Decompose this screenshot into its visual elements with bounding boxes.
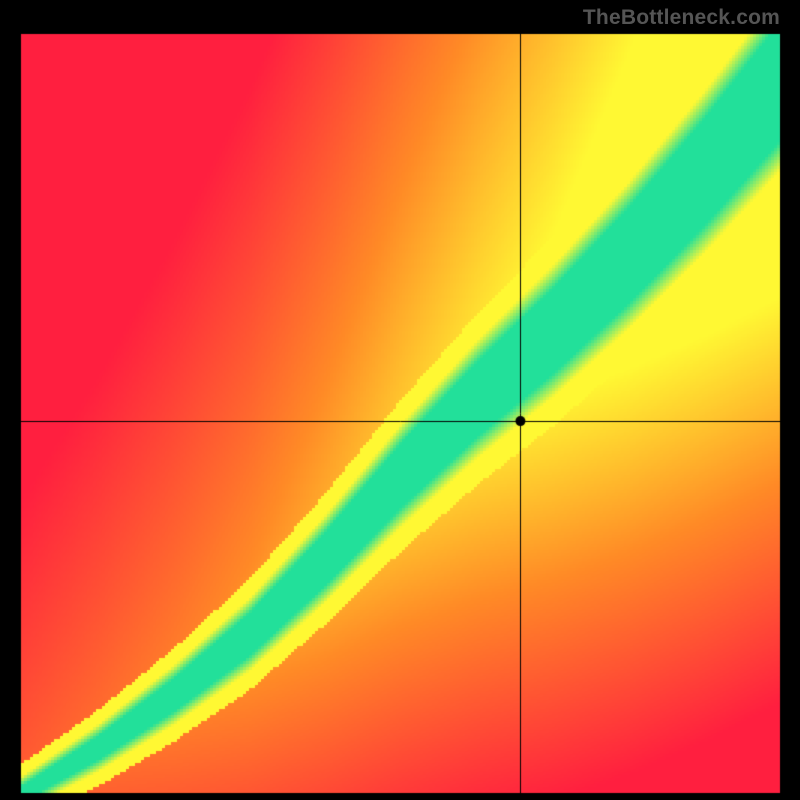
heatmap-canvas [0,0,800,800]
watermark-text: TheBottleneck.com [583,6,780,30]
chart-container: TheBottleneck.com [0,0,800,800]
